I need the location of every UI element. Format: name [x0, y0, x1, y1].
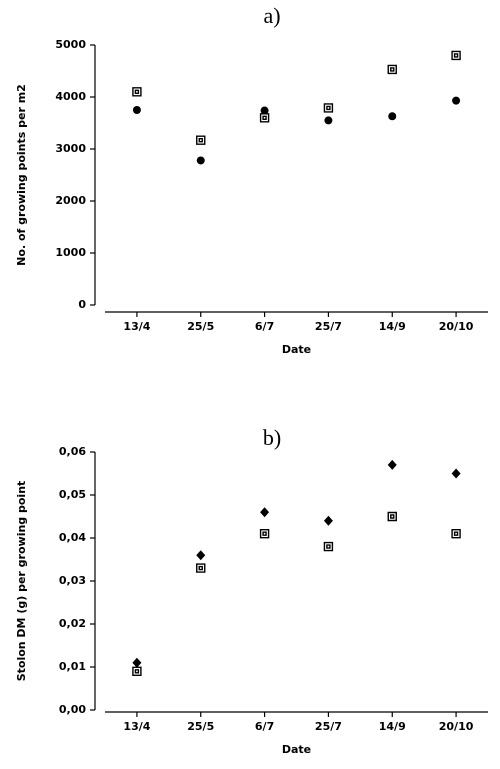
chart-title: b): [263, 425, 281, 450]
y-tick-label: 0,01: [59, 660, 86, 673]
point: [196, 550, 206, 561]
y-axis-label: No. of growing points per m2: [15, 84, 28, 266]
x-tick-label: 25/5: [187, 720, 214, 733]
y-tick-label: 5000: [55, 38, 86, 51]
y-tick-label: 3000: [55, 142, 86, 155]
x-axis-label: Date: [282, 743, 311, 756]
x-tick-label: 20/10: [439, 320, 474, 333]
y-tick-label: 0,03: [59, 574, 86, 587]
point: [387, 511, 397, 522]
point: [452, 96, 461, 105]
point: [260, 106, 269, 115]
point: [387, 459, 397, 470]
point: [196, 156, 205, 165]
x-tick-label: 25/5: [187, 320, 214, 333]
x-tick-label: 25/7: [315, 320, 342, 333]
y-tick-label: 1000: [55, 246, 86, 259]
point: [387, 64, 397, 75]
point: [132, 666, 142, 676]
x-tick-label: 25/7: [315, 720, 342, 733]
point: [259, 529, 270, 539]
x-tick-label: 6/7: [255, 320, 274, 333]
point: [451, 468, 461, 479]
point: [132, 657, 142, 668]
point: [324, 116, 333, 125]
y-tick-label: 0,05: [59, 488, 86, 501]
y-tick-label: 0,02: [59, 617, 86, 630]
y-tick-label: 4000: [55, 90, 86, 103]
point: [196, 563, 206, 573]
x-tick-label: 14/9: [379, 720, 406, 733]
chart-title: a): [263, 3, 280, 28]
point: [388, 112, 397, 121]
x-tick-label: 6/7: [255, 720, 274, 733]
point: [259, 113, 270, 123]
point: [451, 50, 461, 61]
y-tick-label: 0,06: [59, 445, 86, 458]
point: [323, 515, 333, 526]
point: [451, 529, 461, 539]
x-tick-label: 13/4: [123, 320, 150, 333]
y-tick-label: 0,00: [59, 703, 86, 716]
point: [196, 135, 206, 145]
y-tick-label: 2000: [55, 194, 86, 207]
x-axis-label: Date: [282, 343, 311, 356]
point: [260, 507, 270, 518]
x-tick-label: 14/9: [379, 320, 406, 333]
y-tick-label: 0: [78, 298, 86, 311]
point: [132, 106, 141, 114]
point: [323, 103, 334, 113]
y-tick-label: 0,04: [59, 531, 86, 544]
x-tick-label: 20/10: [439, 720, 474, 733]
y-axis-label: Stolon DM (g) per growing point: [15, 481, 28, 682]
point: [132, 87, 142, 97]
x-tick-label: 13/4: [123, 720, 150, 733]
point: [323, 541, 334, 552]
